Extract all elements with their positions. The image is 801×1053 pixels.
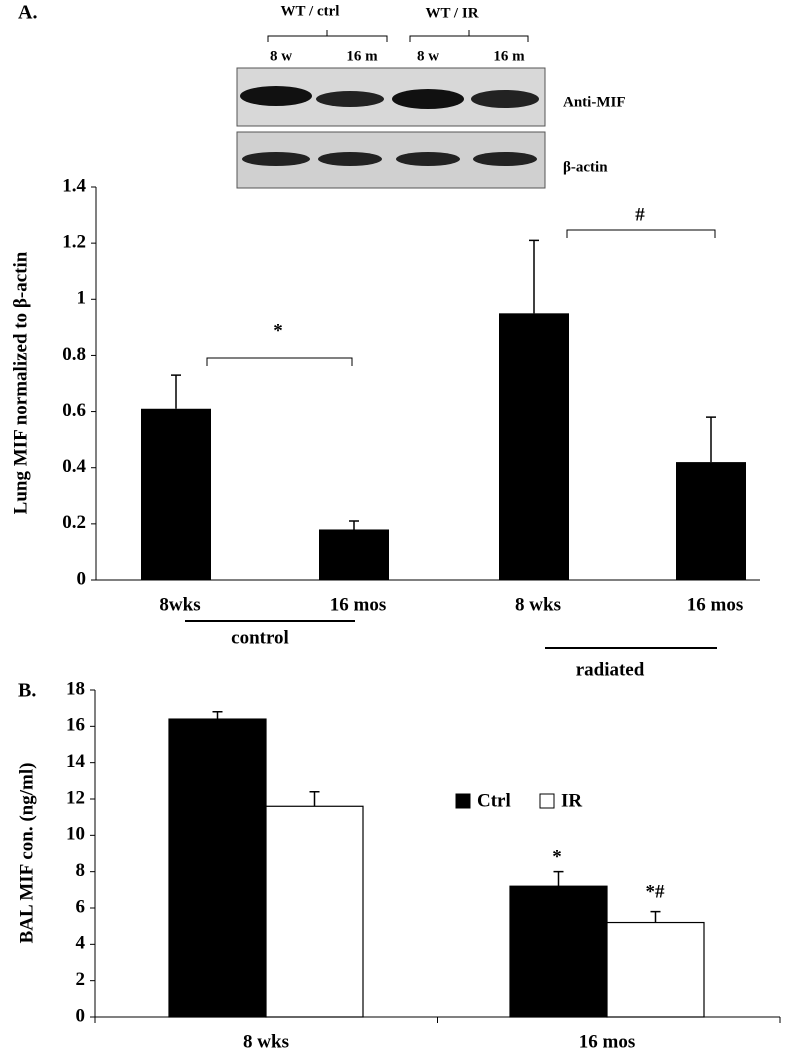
legend-label: Ctrl <box>477 790 511 811</box>
error-bar <box>171 374 181 409</box>
x-tick-label: 16 mos <box>330 594 386 615</box>
blot-lane: 16 m <box>346 48 378 64</box>
blot-band <box>471 90 539 108</box>
blot-row: Anti-MIF <box>563 94 626 110</box>
legend-swatch <box>455 793 471 809</box>
error-bar <box>309 790 320 807</box>
annotation: *# <box>646 881 666 902</box>
blot-band <box>473 152 537 166</box>
error-bar <box>529 239 539 314</box>
y-tick-label: 0.6 <box>62 400 86 421</box>
x-tick-label: 8wks <box>159 594 200 615</box>
y-tick-label: 14 <box>66 751 86 772</box>
annotation: * <box>273 320 283 341</box>
x-tick-label: 16 mos <box>579 1031 635 1052</box>
bar <box>509 885 608 1018</box>
y-tick-label: 12 <box>66 787 85 808</box>
panel-label: A. <box>18 2 37 24</box>
y-tick-label: 0.2 <box>62 512 86 533</box>
blot-band <box>318 152 382 166</box>
x-tick-label: 16 mos <box>687 594 743 615</box>
blot-row: β-actin <box>563 159 608 175</box>
blot-bracket <box>267 30 388 42</box>
blot-band <box>392 89 464 109</box>
y-tick-label: 2 <box>76 969 86 990</box>
y-tick-label: 6 <box>76 896 86 917</box>
error-bar <box>553 870 564 887</box>
group-label: radiated <box>576 659 645 680</box>
y-tick-label: 1.2 <box>62 232 86 253</box>
blot-lane: 8 w <box>417 48 439 64</box>
blot-lane: 16 m <box>493 48 525 64</box>
y-axis-label: BAL MIF con. (ng/ml) <box>16 763 37 944</box>
blot-bracket <box>409 30 529 42</box>
y-tick-label: 0.4 <box>62 456 86 477</box>
group-label: control <box>231 627 289 648</box>
significance-bracket <box>206 357 353 366</box>
blot-group: WT / IR <box>425 5 478 21</box>
y-tick-label: 0.8 <box>62 344 86 365</box>
y-tick-label: 18 <box>66 678 85 699</box>
legend-swatch <box>539 793 555 809</box>
annotation: # <box>635 204 645 225</box>
blot-band <box>240 86 312 106</box>
bar <box>606 921 705 1018</box>
blot-band <box>242 152 310 166</box>
y-axis-label: Lung MIF normalized to β-actin <box>10 251 31 514</box>
bar <box>265 805 364 1018</box>
y-tick-label: 1 <box>77 288 87 309</box>
significance-bracket <box>566 229 716 238</box>
error-bar <box>212 711 223 720</box>
y-tick-label: 0 <box>77 568 87 589</box>
y-tick-label: 1.4 <box>62 175 86 196</box>
bar <box>319 529 389 580</box>
y-tick-label: 8 <box>76 860 86 881</box>
legend-label: IR <box>561 790 582 811</box>
error-bar <box>650 910 661 923</box>
bar <box>168 718 267 1018</box>
error-bar <box>349 520 359 530</box>
y-tick-label: 0 <box>76 1005 86 1026</box>
annotation: * <box>552 846 562 867</box>
panel-label: B. <box>18 680 36 702</box>
y-tick-label: 10 <box>66 824 85 845</box>
y-tick-label: 4 <box>76 933 86 954</box>
blot-band <box>396 152 460 166</box>
y-tick-label: 16 <box>66 715 85 736</box>
bar <box>676 462 746 580</box>
error-bar <box>706 416 716 463</box>
bar <box>141 408 211 580</box>
blot-lane: 8 w <box>270 48 292 64</box>
blot-band <box>316 91 384 107</box>
x-tick-label: 8 wks <box>515 594 561 615</box>
blot-group: WT / ctrl <box>281 3 340 19</box>
bar <box>499 313 569 580</box>
x-tick-label: 8 wks <box>243 1031 289 1052</box>
western-blot: WT / ctrl WT / IR 8 w 16 m 8 w 16 m Anti… <box>236 3 626 189</box>
